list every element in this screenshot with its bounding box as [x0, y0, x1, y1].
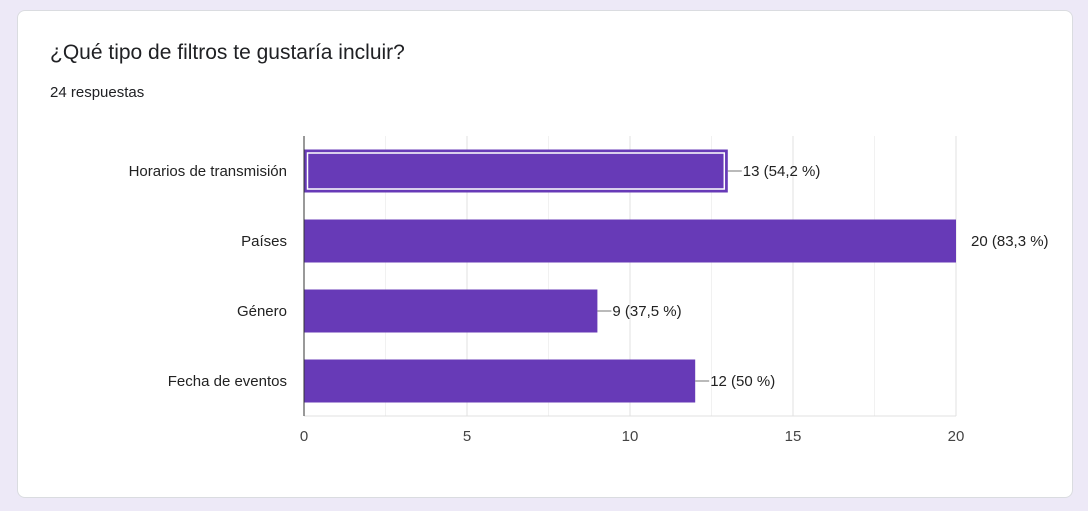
x-tick-label: 20	[948, 428, 965, 445]
x-tick-label: 0	[300, 428, 308, 445]
x-tick-label: 5	[463, 428, 471, 445]
bar-highlight-outline	[306, 152, 726, 190]
response-count: 24 respuestas	[50, 84, 145, 101]
bar	[304, 359, 696, 403]
response-summary-card: ¿Qué tipo de filtros te gustaría incluir…	[17, 10, 1073, 498]
bar	[304, 289, 598, 333]
data-label: 12 (50 %)	[710, 373, 775, 390]
data-label: 20 (83,3 %)	[971, 233, 1049, 250]
category-label: Fecha de eventos	[168, 373, 287, 390]
category-label: Países	[241, 233, 287, 250]
data-label: 13 (54,2 %)	[743, 163, 821, 180]
bar	[304, 149, 728, 193]
question-title: ¿Qué tipo de filtros te gustaría incluir…	[50, 41, 405, 64]
bar	[304, 219, 956, 263]
x-tick-label: 15	[785, 428, 802, 445]
category-label: Género	[237, 303, 287, 320]
x-tick-label: 10	[622, 428, 639, 445]
category-label: Horarios de transmisión	[129, 163, 287, 180]
data-label: 9 (37,5 %)	[612, 303, 681, 320]
bar-chart: Horarios de transmisión 13 (54,2 %) Países…	[129, 136, 1049, 445]
